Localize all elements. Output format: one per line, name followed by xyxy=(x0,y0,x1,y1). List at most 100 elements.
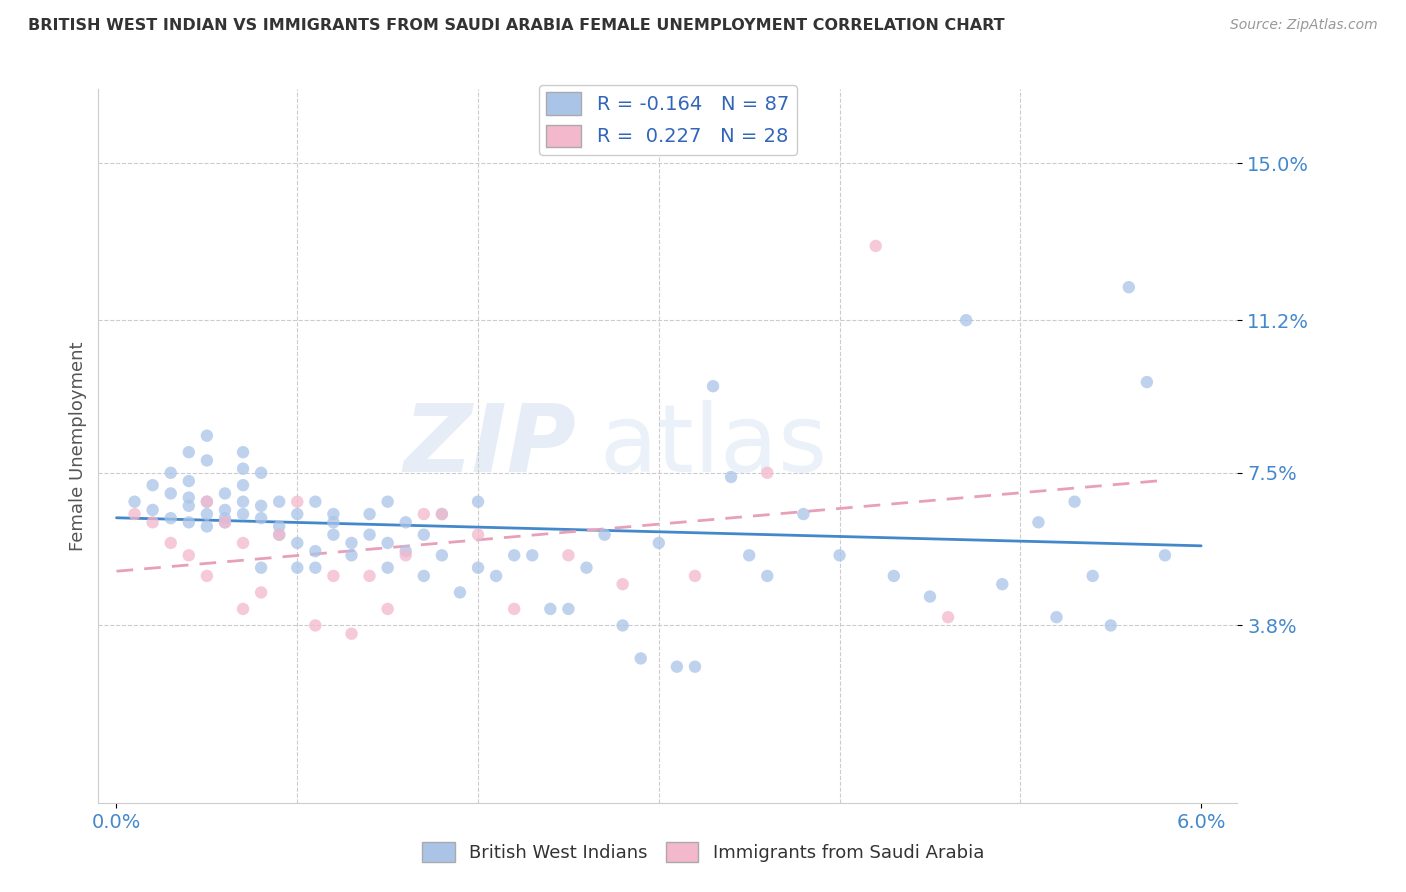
Point xyxy=(214,516,236,530)
Point xyxy=(612,577,634,591)
Point xyxy=(232,445,254,459)
Text: ZIP: ZIP xyxy=(404,400,576,492)
Point xyxy=(359,527,381,541)
Y-axis label: Female Unemployment: Female Unemployment xyxy=(69,342,87,550)
Point xyxy=(285,494,308,508)
Point xyxy=(142,478,165,492)
Point xyxy=(648,536,671,550)
Point xyxy=(683,659,706,673)
Point xyxy=(738,549,761,563)
Point xyxy=(918,590,941,604)
Point xyxy=(395,549,418,563)
Point xyxy=(593,527,616,541)
Point xyxy=(214,516,236,530)
Point xyxy=(232,507,254,521)
Point xyxy=(177,491,200,505)
Point xyxy=(395,544,418,558)
Point xyxy=(322,507,344,521)
Point xyxy=(269,519,291,533)
Point xyxy=(756,569,779,583)
Point xyxy=(430,549,453,563)
Point xyxy=(195,507,218,521)
Point xyxy=(285,536,308,550)
Point xyxy=(683,569,706,583)
Point xyxy=(177,516,200,530)
Text: BRITISH WEST INDIAN VS IMMIGRANTS FROM SAUDI ARABIA FEMALE UNEMPLOYMENT CORRELAT: BRITISH WEST INDIAN VS IMMIGRANTS FROM S… xyxy=(28,18,1005,33)
Point xyxy=(522,549,544,563)
Point xyxy=(720,470,742,484)
Text: atlas: atlas xyxy=(599,400,828,492)
Point xyxy=(828,549,851,563)
Point xyxy=(195,494,218,508)
Point xyxy=(269,527,291,541)
Point xyxy=(538,602,561,616)
Point xyxy=(340,626,363,640)
Point xyxy=(250,511,273,525)
Point xyxy=(1136,375,1159,389)
Point xyxy=(412,569,434,583)
Point xyxy=(665,659,688,673)
Point xyxy=(340,549,363,563)
Point xyxy=(322,527,344,541)
Point xyxy=(377,494,399,508)
Point xyxy=(232,461,254,475)
Point xyxy=(1063,494,1085,508)
Point xyxy=(1099,618,1122,632)
Point xyxy=(883,569,905,583)
Point xyxy=(159,466,181,480)
Point xyxy=(142,516,165,530)
Point xyxy=(359,569,381,583)
Point xyxy=(232,536,254,550)
Point xyxy=(269,527,291,541)
Point xyxy=(195,519,218,533)
Point xyxy=(304,494,326,508)
Point xyxy=(322,569,344,583)
Point xyxy=(177,474,200,488)
Point xyxy=(1045,610,1067,624)
Point xyxy=(1081,569,1104,583)
Legend: British West Indians, Immigrants from Saudi Arabia: British West Indians, Immigrants from Sa… xyxy=(415,834,991,870)
Point xyxy=(1028,516,1050,530)
Point xyxy=(250,466,273,480)
Text: Source: ZipAtlas.com: Source: ZipAtlas.com xyxy=(1230,18,1378,32)
Point xyxy=(612,618,634,632)
Point xyxy=(1154,549,1177,563)
Point xyxy=(756,466,779,480)
Point xyxy=(377,536,399,550)
Point xyxy=(467,494,489,508)
Point xyxy=(377,560,399,574)
Point xyxy=(177,499,200,513)
Point xyxy=(467,560,489,574)
Point xyxy=(412,507,434,521)
Point xyxy=(322,516,344,530)
Point xyxy=(142,503,165,517)
Point xyxy=(177,445,200,459)
Point xyxy=(177,549,200,563)
Point xyxy=(575,560,598,574)
Point xyxy=(430,507,453,521)
Point xyxy=(377,602,399,616)
Point xyxy=(304,618,326,632)
Point xyxy=(285,560,308,574)
Point xyxy=(485,569,508,583)
Point xyxy=(304,544,326,558)
Point xyxy=(124,507,146,521)
Point xyxy=(232,478,254,492)
Point xyxy=(195,453,218,467)
Point xyxy=(214,503,236,517)
Point xyxy=(430,507,453,521)
Point xyxy=(250,499,273,513)
Point xyxy=(702,379,724,393)
Point xyxy=(304,560,326,574)
Point xyxy=(395,516,418,530)
Point xyxy=(195,428,218,442)
Point xyxy=(792,507,814,521)
Point xyxy=(159,486,181,500)
Point xyxy=(159,536,181,550)
Point xyxy=(269,494,291,508)
Point xyxy=(503,602,526,616)
Legend: R = -0.164   N = 87, R =  0.227   N = 28: R = -0.164 N = 87, R = 0.227 N = 28 xyxy=(538,85,797,155)
Point xyxy=(412,527,434,541)
Point xyxy=(124,494,146,508)
Point xyxy=(936,610,959,624)
